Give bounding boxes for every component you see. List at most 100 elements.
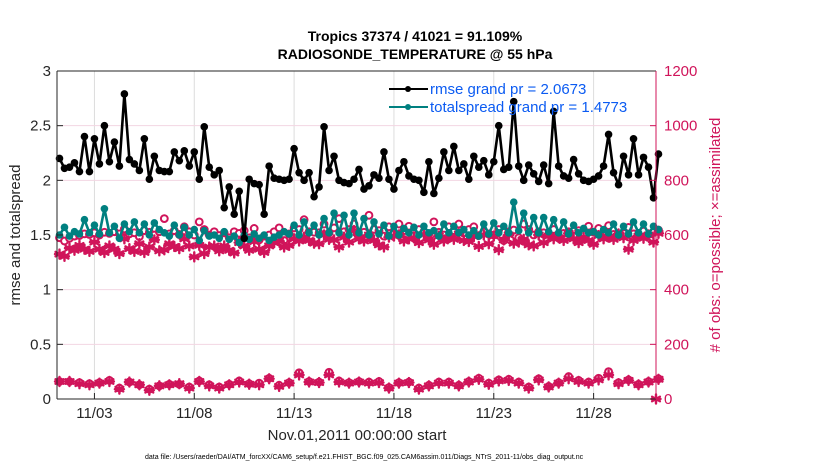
asterisk-core [336, 379, 342, 385]
totalspread-point [295, 231, 303, 239]
obs-assimilated-marker [303, 376, 315, 388]
totalspread-point [499, 222, 508, 231]
asterisk-core [516, 380, 522, 386]
totalspread-point [215, 234, 224, 243]
totalspread-point [290, 221, 298, 229]
totalspread-point [569, 221, 578, 229]
totalspread-point [300, 218, 308, 226]
asterisk-core [286, 242, 292, 248]
totalspread-point [165, 232, 174, 240]
asterisk-core [181, 236, 187, 242]
obs-assimilated-marker [193, 375, 205, 388]
rmse-point [460, 160, 468, 168]
totalspread-point [639, 220, 648, 228]
x-axis-label: Nov.01,2011 00:00:00 start [268, 427, 448, 444]
obs-assimilated-marker [572, 236, 585, 249]
totalspread-point [509, 198, 518, 206]
obs-assimilated-marker [98, 246, 111, 259]
rmse-point [135, 166, 144, 175]
rmse-point [200, 122, 209, 131]
axes: 11/03 11/08 11/13 11/18 11/23 11/28 0 0.5 1 1.5 2 2… [30, 63, 697, 422]
obs-assimilated-marker [343, 377, 355, 389]
rmse-point [465, 175, 473, 184]
x-tick-label: 11/08 [176, 405, 212, 422]
obs-assimilated-marker [283, 239, 295, 252]
rmse-point [380, 148, 388, 156]
obs-assimilated-marker [503, 374, 515, 387]
asterisk-core [186, 243, 192, 249]
rmse-point [425, 157, 433, 166]
asterisk-core [196, 378, 202, 385]
y-tick-label-left: 1.5 [30, 227, 51, 244]
totalspread-point [375, 230, 383, 238]
totalspread-point [130, 218, 139, 226]
obs-assimilated-marker [143, 384, 156, 396]
rmse-point [300, 176, 308, 185]
legend-entry-rmse: rmse grand pr = 2.0673 [389, 81, 586, 98]
totalspread-point [440, 220, 448, 228]
totalspread-point [609, 220, 618, 228]
totalspread-point [175, 231, 184, 239]
rmse-point [654, 150, 663, 158]
obs-assimilated-marker [103, 375, 116, 388]
asterisk-core [91, 239, 98, 245]
obs-assimilated-marker [493, 244, 505, 256]
totalspread-point [624, 230, 633, 238]
obs-assimilated-marker [378, 241, 390, 253]
obs-assimilated-marker [253, 379, 265, 391]
asterisk-core [316, 380, 322, 386]
series-3 [53, 224, 665, 263]
rmse-point [564, 174, 573, 182]
totalspread-point [105, 229, 114, 237]
rmse-point [524, 161, 533, 169]
asterisk-core [231, 250, 237, 256]
rmse-point [355, 165, 363, 174]
totalspread-point [524, 229, 533, 237]
asterisk-core [201, 250, 207, 257]
rmse-point [649, 194, 658, 202]
rmse-point [70, 159, 79, 167]
asterisk-core [136, 382, 142, 388]
asterisk-core [76, 381, 83, 387]
x-tick-label: 11/13 [276, 405, 312, 422]
asterisk-core [486, 241, 492, 247]
asterisk-core [176, 246, 182, 252]
rmse-point [470, 152, 478, 161]
totalspread-point [405, 229, 413, 237]
totalspread-point [125, 227, 134, 236]
obs-assimilated-marker [483, 378, 495, 390]
asterisk-core [151, 237, 157, 243]
obs-assimilated-marker [363, 377, 375, 389]
obs-assimilated-marker [483, 238, 495, 250]
obs-assimilated-marker [283, 377, 295, 389]
y-tick-label-right: 200 [664, 336, 689, 353]
totalspread-point [559, 218, 568, 226]
rmse-point [614, 180, 623, 189]
rmse-point [629, 134, 638, 143]
asterisk-core [261, 249, 267, 256]
asterisk-core [226, 382, 232, 388]
totalspread-point [395, 231, 403, 239]
asterisk-core [196, 242, 202, 248]
rmse-point [544, 179, 553, 188]
obs-assimilated-marker [632, 379, 645, 391]
totalspread-point [619, 222, 628, 231]
asterisk-core [216, 385, 222, 391]
y-tick-label-right: 0 [664, 391, 672, 408]
asterisk-core [56, 378, 63, 385]
y-tick-label-left: 2 [43, 172, 51, 189]
totalspread-point [195, 236, 204, 245]
asterisk-core [101, 249, 108, 256]
asterisk-core [625, 246, 632, 252]
totalspread-point [120, 220, 129, 228]
asterisk-core [256, 382, 262, 388]
totalspread-point [75, 230, 84, 238]
asterisk-core [431, 241, 437, 247]
obs-assimilated-marker [473, 240, 485, 253]
asterisk-core [296, 372, 302, 378]
obs-assimilated-marker [163, 379, 176, 391]
asterisk-core [366, 380, 372, 386]
rmse-point [484, 171, 493, 179]
rmse-point [285, 175, 293, 184]
asterisk-core [156, 383, 162, 389]
